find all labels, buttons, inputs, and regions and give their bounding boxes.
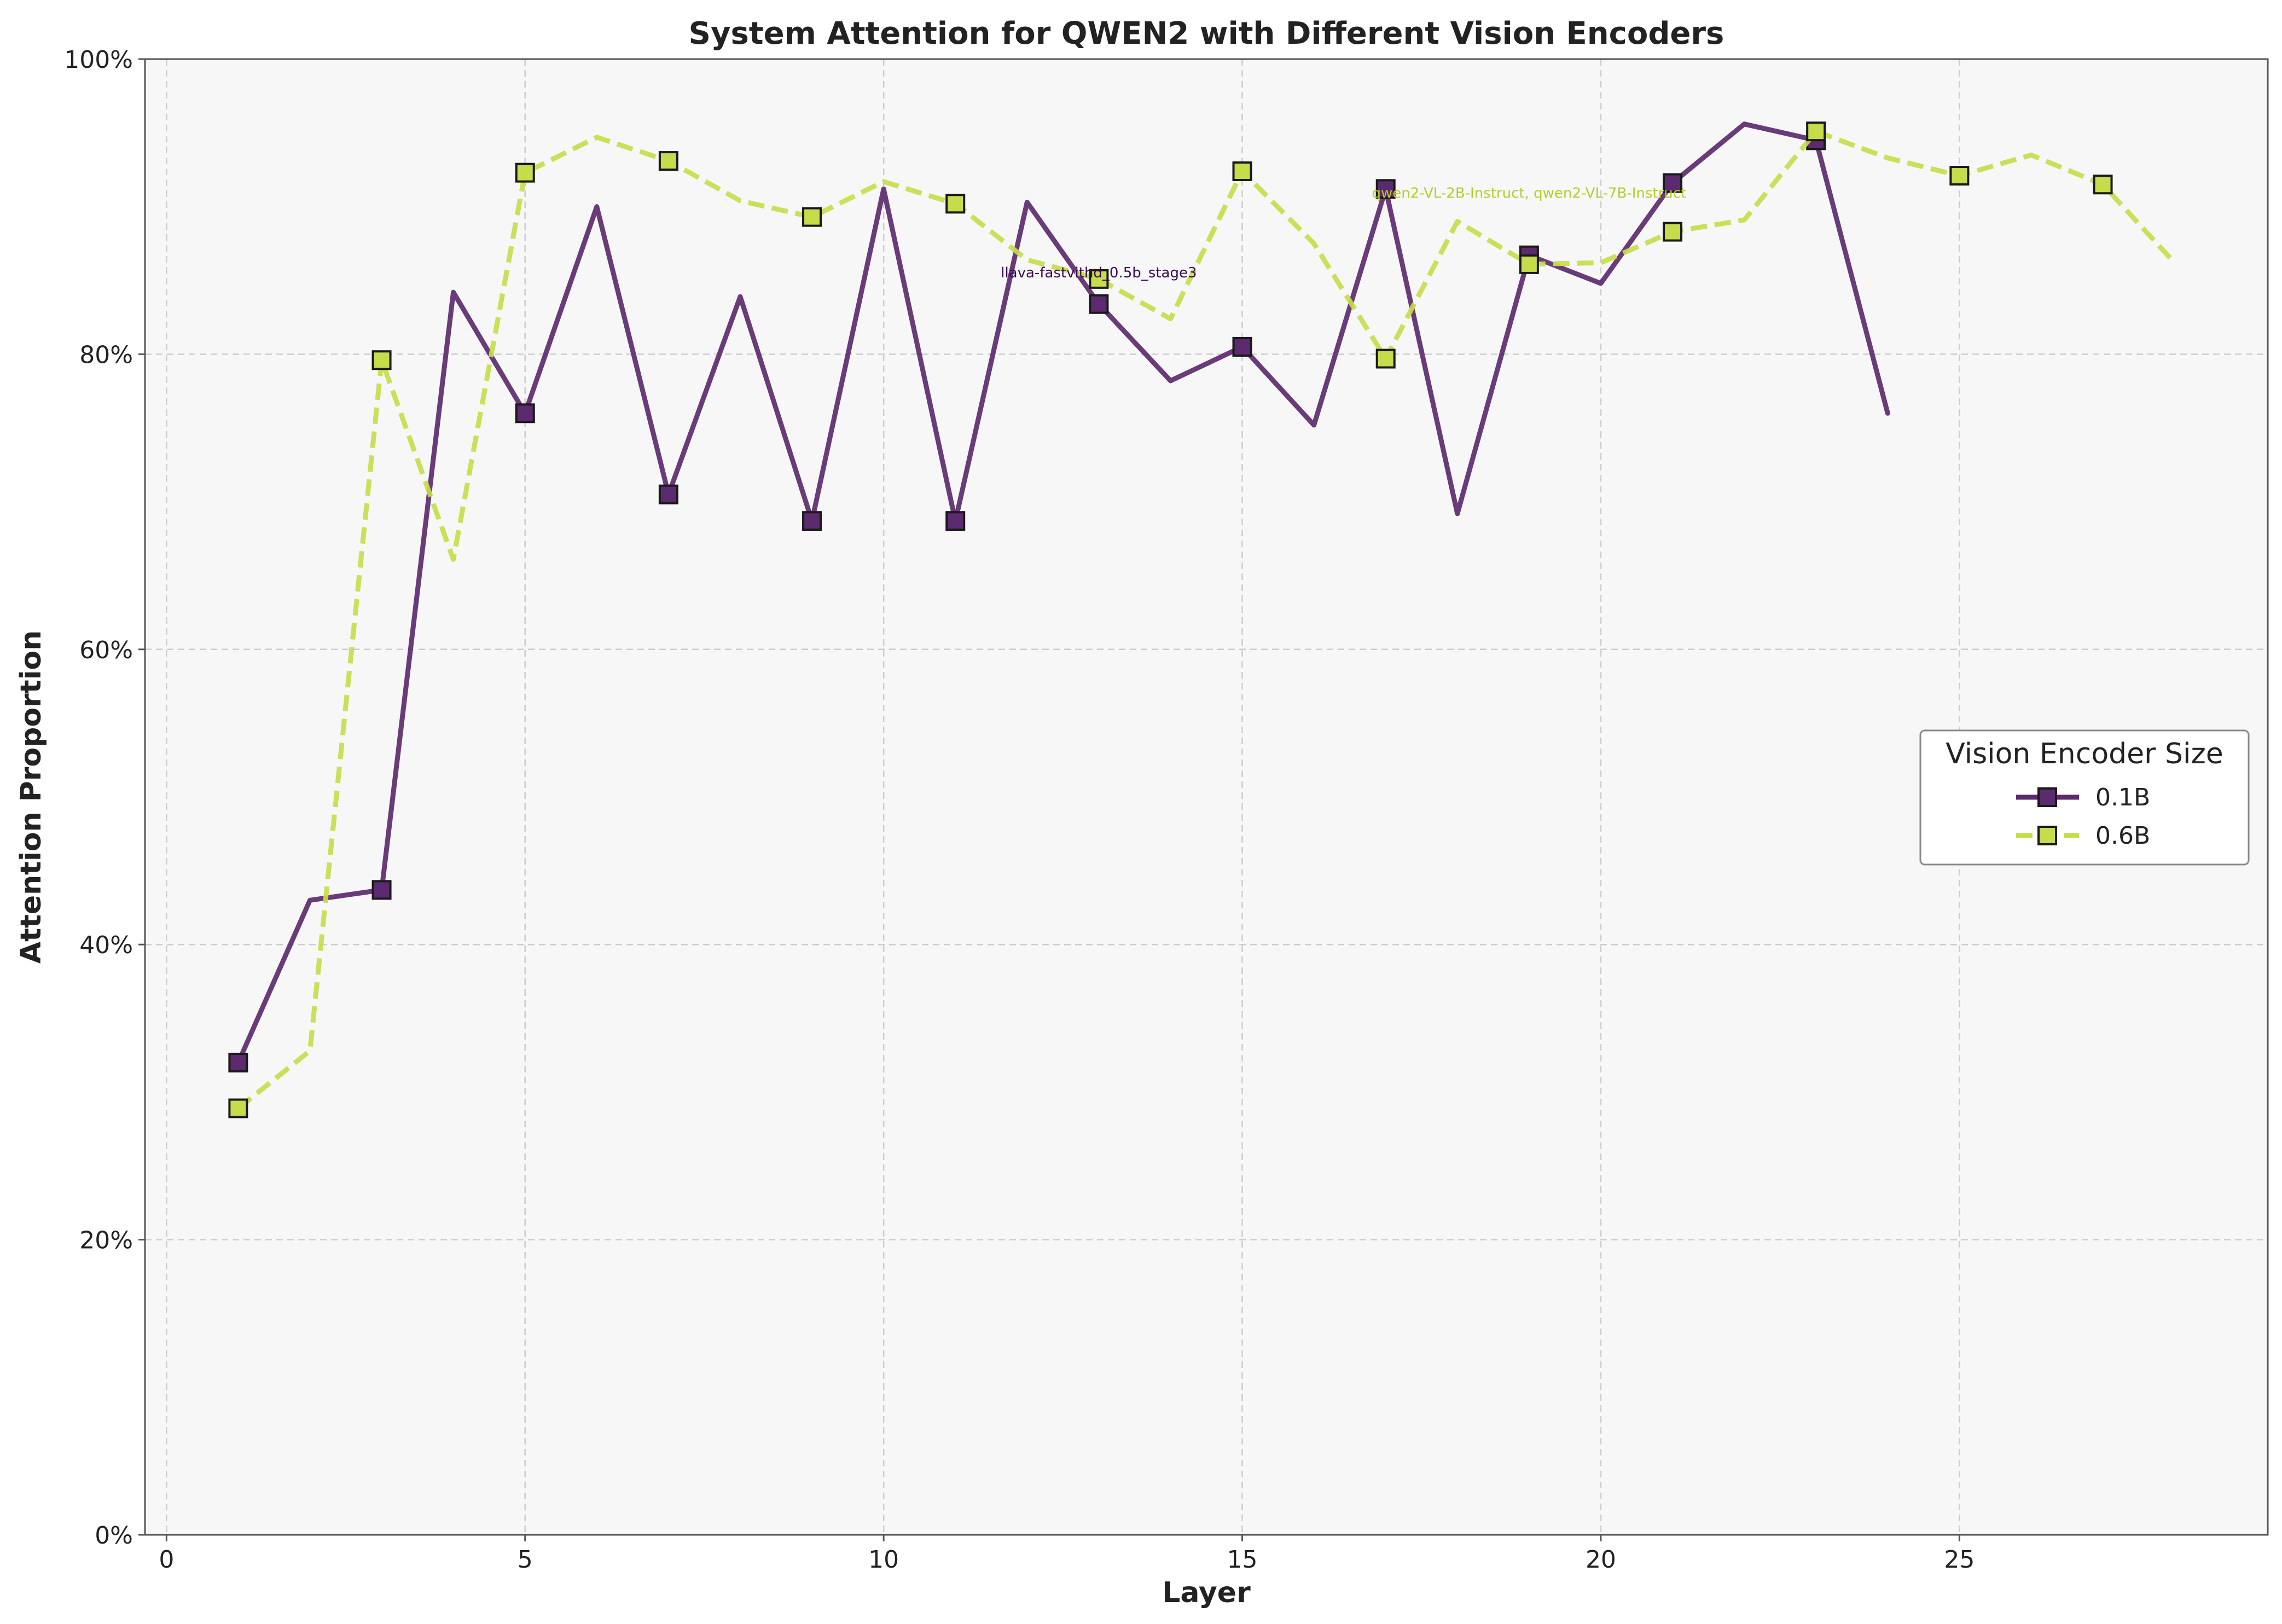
y-tick-label: 80% — [79, 341, 133, 369]
legend: Vision Encoder Size 0.1B 0.6B — [1919, 729, 2250, 866]
legend-box — [1919, 729, 2250, 866]
data-point-marker — [1663, 173, 1683, 193]
data-point-marker — [228, 1052, 248, 1072]
legend-swatch-marker — [2037, 787, 2057, 807]
data-point-marker — [1806, 121, 1826, 142]
x-tick-label: 0 — [159, 1546, 174, 1574]
x-tick-label: 5 — [518, 1546, 533, 1574]
plot-frame — [144, 58, 2269, 1536]
data-point-marker — [515, 403, 535, 424]
data-point-marker — [945, 194, 966, 214]
legend-label: 0.1B — [2095, 784, 2150, 811]
x-tick-label: 20 — [1586, 1546, 1616, 1574]
y-axis-label: Attention Proportion — [15, 630, 48, 964]
y-tick-label: 20% — [79, 1227, 133, 1255]
y-tick-label: 40% — [79, 931, 133, 959]
data-point-marker — [802, 511, 822, 531]
data-point-marker — [1232, 337, 1252, 357]
legend-entry-0.6B: 0.6B — [2016, 822, 2150, 850]
series-line — [235, 121, 1890, 1065]
data-point-marker — [1663, 222, 1683, 242]
axis-ticks: 0 5 10 15 20 25 0% 20% 40% 60% 80% 100% — [64, 46, 1975, 1574]
data-point-marker — [515, 163, 535, 183]
legend-title: Vision Encoder Size — [1946, 738, 2223, 770]
data-point-marker — [658, 484, 678, 504]
series-line — [236, 129, 2176, 1111]
y-tick-label: 100% — [64, 46, 133, 74]
data-point-marker — [1375, 349, 1396, 369]
x-tick-label: 10 — [868, 1546, 899, 1574]
data-point-marker — [2093, 175, 2113, 195]
data-point-marker — [1375, 179, 1396, 199]
x-axis-label: Layer — [1162, 1576, 1251, 1609]
legend-entries: 0.1B 0.6B — [2016, 784, 2150, 850]
legend-swatch-marker — [2037, 826, 2057, 845]
chart-title: System Attention for QWEN2 with Differen… — [689, 16, 1724, 51]
data-point-marker — [658, 151, 678, 171]
data-point-marker — [1232, 161, 1252, 181]
data-point-marker — [1089, 269, 1109, 289]
data-point-marker — [1519, 254, 1539, 274]
x-tick-label: 25 — [1944, 1546, 1975, 1574]
series-0.6B — [228, 121, 2176, 1118]
y-tick-label: 0% — [95, 1522, 133, 1550]
annotation-text: qwen2-VL-2B-Instruct, qwen2-VL-7B-Instru… — [1372, 185, 1686, 202]
data-point-marker — [1949, 166, 1970, 186]
data-point-marker — [371, 350, 392, 370]
data-point-marker — [945, 511, 966, 531]
x-tick-label: 15 — [1227, 1546, 1258, 1574]
data-point-marker — [802, 207, 822, 227]
data-point-marker — [228, 1098, 248, 1118]
data-point-marker — [371, 880, 392, 900]
annotation-text: llava-fastvithd_0.5b_stage3 — [1001, 265, 1197, 281]
legend-label: 0.6B — [2095, 822, 2150, 850]
annotations: llava-fastvithd_0.5b_stage3 qwen2-VL-2B-I… — [1001, 185, 1686, 282]
legend-entry-0.1B: 0.1B — [2016, 784, 2150, 811]
series-group — [228, 121, 2176, 1118]
data-point-marker — [1089, 294, 1109, 314]
y-tick-label: 60% — [79, 636, 133, 664]
